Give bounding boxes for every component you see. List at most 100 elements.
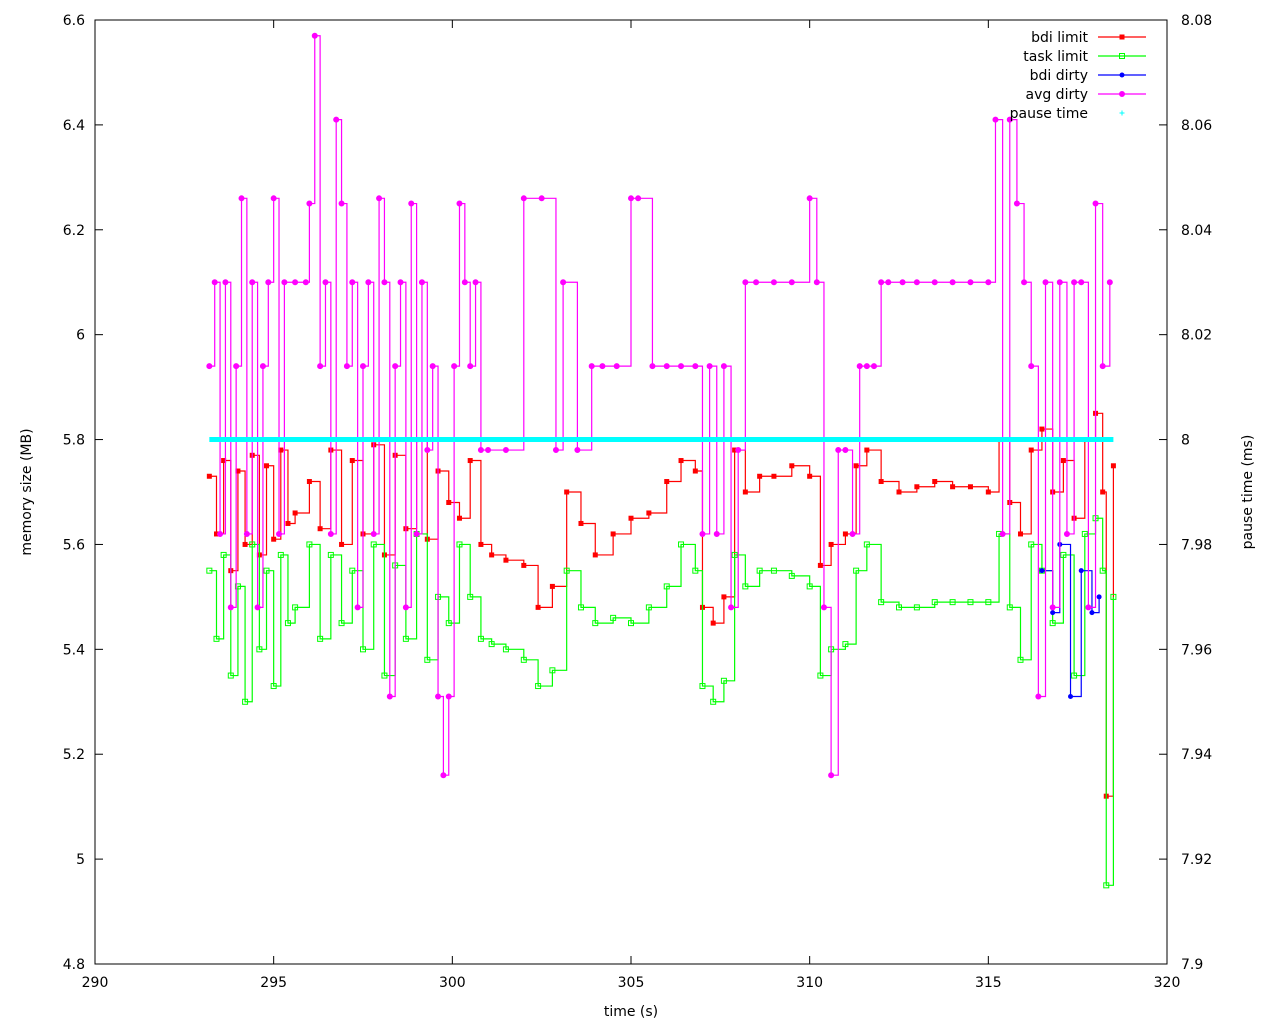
point-bdi-limit — [285, 520, 291, 526]
point-task-limit — [370, 541, 377, 548]
point-bdi-limit — [1017, 531, 1023, 537]
point-bdi-dirty — [1089, 610, 1095, 616]
series-bdi-dirty — [1039, 541, 1102, 700]
point-task-limit — [1006, 604, 1013, 611]
point-task-limit — [402, 635, 409, 642]
point-avg-dirty — [477, 447, 484, 454]
point-bdi-limit — [221, 458, 227, 464]
point-avg-dirty — [538, 195, 545, 202]
x-tick-label: 320 — [1154, 975, 1181, 991]
point-bdi-limit — [206, 473, 212, 479]
point-avg-dirty — [699, 530, 706, 537]
legend-item-avg-dirty: avg dirty — [1025, 87, 1146, 103]
point-avg-dirty — [806, 195, 813, 202]
point-avg-dirty — [1099, 363, 1106, 370]
point-bdi-limit — [549, 583, 555, 589]
point-task-limit — [967, 599, 974, 606]
point-bdi-limit — [853, 463, 859, 469]
point-task-limit — [1049, 620, 1056, 627]
series-task-limit — [206, 515, 1117, 889]
point-avg-dirty — [706, 363, 713, 370]
point-bdi-limit — [592, 552, 598, 558]
point-bdi-limit — [789, 463, 795, 469]
point-task-limit — [896, 604, 902, 611]
point-bdi-limit — [610, 531, 616, 537]
point-bdi-limit — [914, 484, 920, 490]
point-avg-dirty — [238, 195, 245, 202]
point-task-limit — [985, 599, 992, 606]
y2-tick-label: 7.98 — [1181, 537, 1212, 553]
point-avg-dirty — [461, 279, 468, 286]
point-bdi-dirty — [1096, 594, 1102, 600]
axes: 290 295 300 305 310 315 320 4.8 5 5.2 5.4 5.6 5.8 6 6.… — [63, 13, 1213, 991]
legend-item-task-limit: task limit — [1023, 49, 1146, 65]
point-avg-dirty — [967, 279, 974, 286]
point-task-limit — [502, 646, 509, 653]
point-task-limit — [931, 599, 938, 606]
point-bdi-limit — [771, 473, 777, 479]
point-avg-dirty — [770, 279, 777, 286]
point-avg-dirty — [931, 279, 938, 286]
point-task-limit — [467, 593, 474, 600]
point-bdi-limit — [235, 468, 241, 474]
point-bdi-limit — [213, 531, 219, 537]
point-task-limit — [263, 567, 270, 574]
point-bdi-dirty — [1050, 610, 1056, 616]
point-bdi-dirty — [1039, 568, 1045, 574]
point-avg-dirty — [254, 604, 261, 611]
point-bdi-limit — [578, 520, 584, 526]
y-tick-label: 5.8 — [63, 433, 85, 449]
point-task-limit — [535, 683, 542, 690]
point-avg-dirty — [574, 447, 581, 454]
point-task-limit — [913, 604, 920, 611]
x-tick-label: 315 — [975, 975, 1002, 991]
point-avg-dirty — [1028, 363, 1035, 370]
point-task-limit — [292, 604, 299, 611]
point-bdi-limit — [317, 526, 323, 532]
point-bdi-dirty — [1078, 568, 1084, 574]
series-line-avg-dirty — [209, 35, 1111, 776]
point-avg-dirty — [418, 279, 425, 286]
point-task-limit — [220, 551, 227, 558]
point-task-limit — [592, 620, 599, 627]
point-avg-dirty — [992, 116, 999, 123]
y2-tick-label: 8.02 — [1181, 328, 1212, 344]
point-avg-dirty — [338, 200, 345, 207]
point-bdi-limit — [478, 541, 484, 547]
point-avg-dirty — [813, 279, 820, 286]
point-avg-dirty — [265, 279, 272, 286]
point-avg-dirty — [424, 447, 431, 454]
point-avg-dirty — [322, 279, 329, 286]
point-avg-dirty — [445, 693, 452, 700]
point-avg-dirty — [333, 116, 340, 123]
point-avg-dirty — [678, 363, 685, 370]
y-tick-label: 6.4 — [63, 118, 85, 134]
point-avg-dirty — [270, 195, 277, 202]
y-tick-label: 5.2 — [63, 747, 85, 763]
point-avg-dirty — [835, 447, 842, 454]
point-avg-dirty — [502, 447, 509, 454]
point-avg-dirty — [354, 604, 361, 611]
point-avg-dirty — [413, 530, 420, 537]
point-task-limit — [242, 698, 249, 705]
point-avg-dirty — [588, 363, 595, 370]
point-avg-dirty — [613, 363, 620, 370]
y2-tick-label: 7.92 — [1181, 852, 1212, 868]
plot-area — [206, 32, 1117, 889]
point-bdi-limit — [1110, 463, 1116, 469]
point-task-limit — [1081, 530, 1088, 537]
legend-marker — [1119, 110, 1125, 116]
point-avg-dirty — [649, 363, 656, 370]
point-bdi-limit — [489, 552, 495, 558]
point-bdi-limit — [828, 541, 834, 547]
point-avg-dirty — [317, 363, 324, 370]
point-bdi-limit — [692, 468, 698, 474]
x-tick-label: 290 — [82, 975, 109, 991]
point-task-limit — [1071, 672, 1078, 679]
point-task-limit — [306, 541, 313, 548]
point-avg-dirty — [1035, 693, 1042, 700]
point-avg-dirty — [663, 363, 670, 370]
point-avg-dirty — [381, 279, 388, 286]
point-task-limit — [663, 583, 670, 590]
